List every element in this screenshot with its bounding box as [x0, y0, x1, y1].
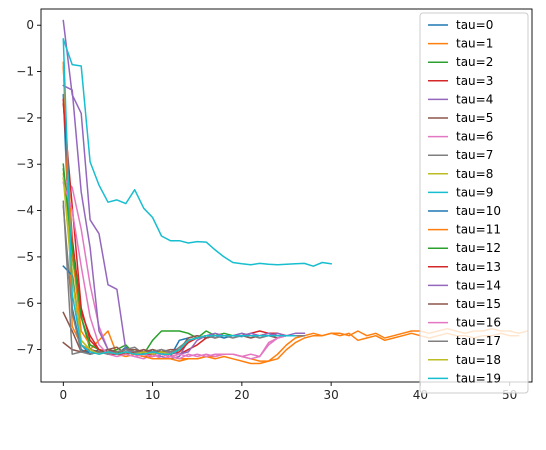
legend-label: tau=16: [456, 316, 501, 330]
y-tick-label: −3: [16, 157, 34, 171]
legend-label: tau=3: [456, 74, 493, 88]
y-tick-label: −7: [16, 343, 34, 357]
y-tick-label: −1: [16, 65, 34, 79]
x-tick-label: 20: [234, 388, 249, 402]
legend-label: tau=14: [456, 278, 501, 292]
legend: tau=0 tau=1 tau=2 tau=3 tau=4 tau=5 tau=6 tau=7…: [420, 13, 528, 393]
legend-label: tau=8: [456, 167, 493, 181]
legend-label: tau=19: [456, 371, 501, 385]
legend-label: tau=1: [456, 37, 493, 51]
legend-label: tau=11: [456, 223, 501, 237]
legend-label: tau=4: [456, 92, 493, 106]
legend-label: tau=18: [456, 353, 501, 367]
y-tick-label: −4: [16, 204, 34, 218]
x-tick-label: 30: [323, 388, 338, 402]
legend-label: tau=2: [456, 55, 493, 69]
legend-label: tau=17: [456, 334, 501, 348]
legend-label: tau=10: [456, 204, 501, 218]
legend-label: tau=0: [456, 18, 493, 32]
legend-label: tau=7: [456, 148, 493, 162]
legend-label: tau=6: [456, 130, 493, 144]
x-tick-label: 10: [145, 388, 160, 402]
legend-label: tau=13: [456, 260, 501, 274]
x-tick-label: 0: [59, 388, 67, 402]
legend-label: tau=9: [456, 185, 493, 199]
y-tick-label: −6: [16, 296, 34, 310]
legend-label: tau=15: [456, 297, 501, 311]
y-tick-label: −2: [16, 111, 34, 125]
y-tick-label: 0: [26, 18, 34, 32]
y-tick-label: −5: [16, 250, 34, 264]
legend-label: tau=5: [456, 111, 493, 125]
legend-label: tau=12: [456, 241, 501, 255]
